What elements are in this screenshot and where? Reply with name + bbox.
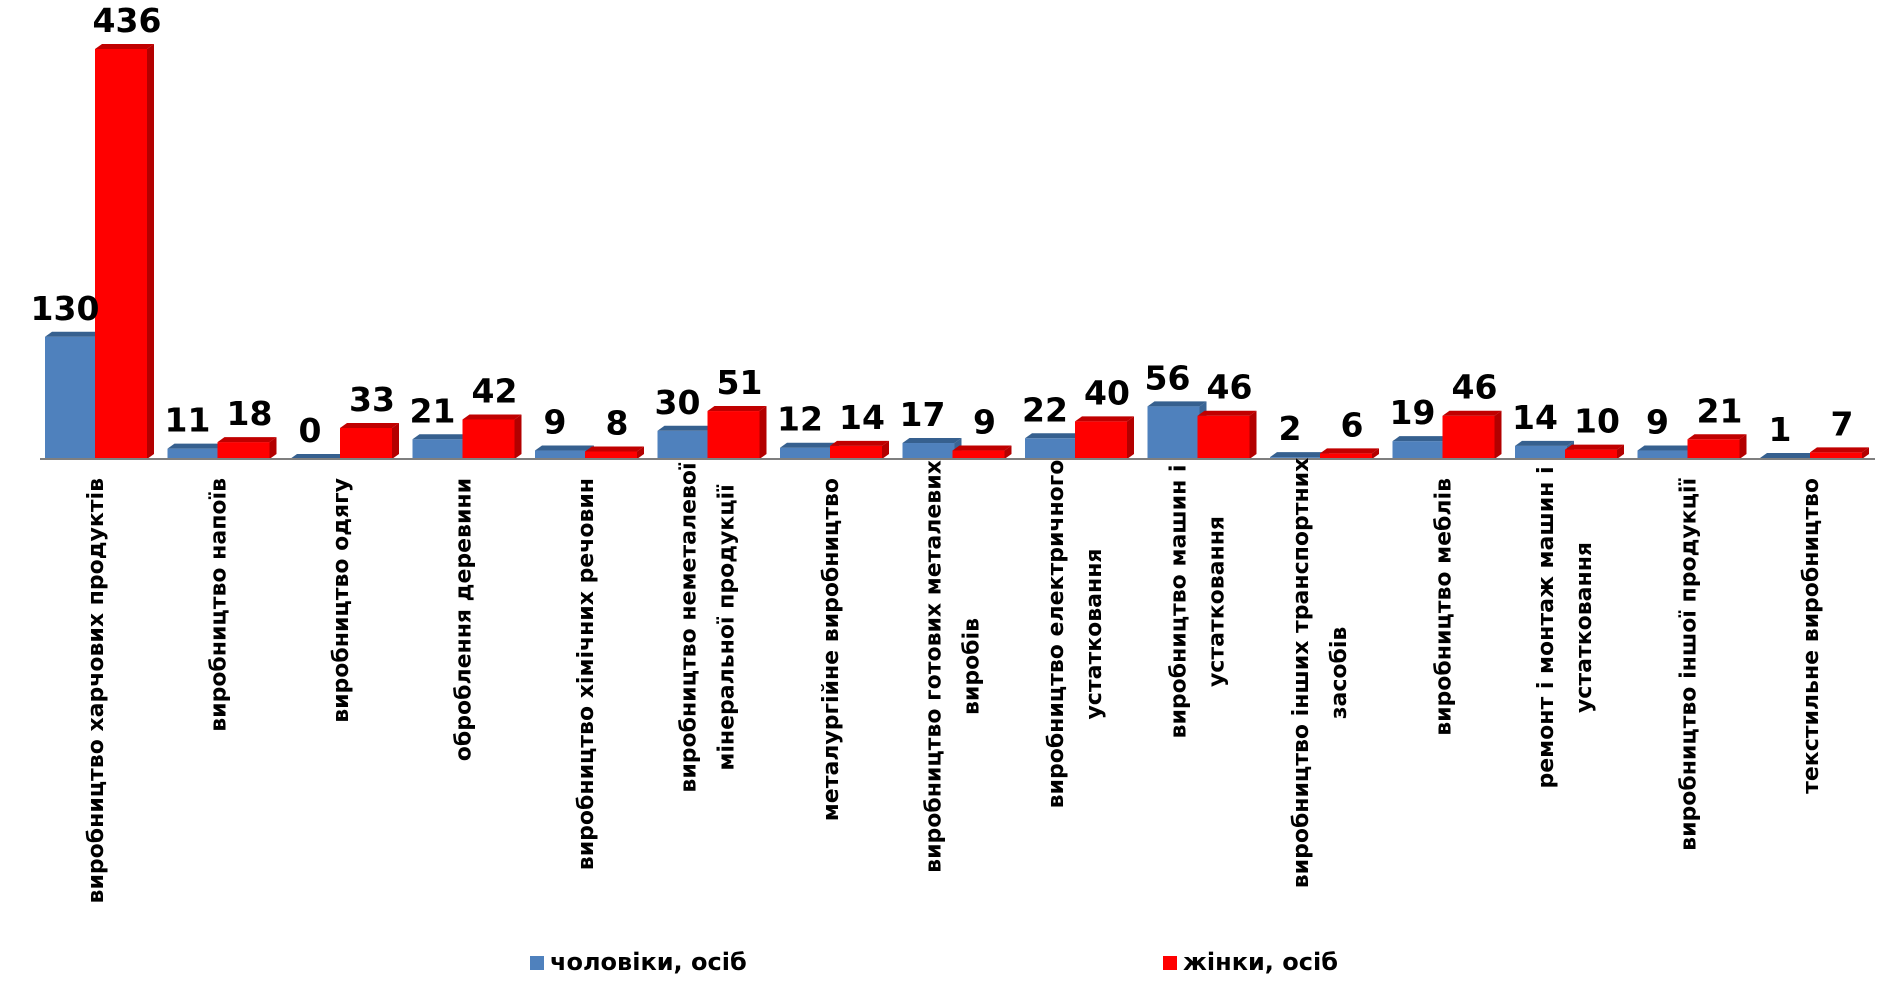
value-label-men-8: 22 — [1022, 390, 1068, 429]
value-label-men-10: 2 — [1279, 409, 1302, 448]
value-label-men-14: 1 — [1769, 410, 1792, 449]
value-label-women-14: 7 — [1831, 404, 1854, 443]
value-label-women-10: 6 — [1341, 405, 1364, 444]
category-label-5: виробництво неметалевої мінеральної проду… — [677, 462, 740, 793]
value-label-women-6: 14 — [839, 398, 885, 437]
bar-men-2 — [290, 454, 349, 459]
value-label-men-9: 56 — [1145, 358, 1191, 397]
bar-women-10 — [1320, 448, 1379, 459]
bar-women-5 — [707, 406, 767, 459]
category-label-8: виробництво електричного устатковання — [1044, 460, 1107, 809]
legend-swatch-women — [1163, 956, 1177, 970]
category-label-2: виробництво одягу — [329, 478, 354, 723]
category-label-14: текстильне виробництво — [1799, 478, 1824, 794]
legend-label-men: чоловіки, осіб — [550, 948, 747, 976]
value-label-men-4: 9 — [544, 403, 567, 442]
bar-women-4 — [585, 446, 644, 459]
value-label-women-1: 18 — [227, 394, 273, 433]
bar-women-0 — [95, 44, 154, 459]
bar-women-13 — [1687, 434, 1747, 459]
bar-women-11 — [1442, 410, 1502, 459]
value-label-women-13: 21 — [1697, 391, 1743, 430]
value-label-women-9: 46 — [1207, 368, 1253, 407]
category-label-3: оброблення деревини — [452, 478, 477, 761]
category-label-6: металургійне виробництво — [819, 478, 844, 821]
value-label-men-0: 130 — [31, 289, 100, 328]
value-label-men-3: 21 — [410, 391, 456, 430]
value-label-men-13: 9 — [1646, 403, 1669, 442]
value-label-men-1: 11 — [165, 401, 211, 440]
bars-layer — [45, 44, 1869, 459]
value-label-women-4: 8 — [606, 403, 629, 442]
value-label-women-7: 9 — [973, 403, 996, 442]
category-label-1: виробництво напоїв — [207, 478, 232, 732]
bar-men-7 — [902, 438, 962, 459]
value-label-women-2: 33 — [349, 380, 395, 419]
value-label-men-7: 17 — [900, 395, 946, 434]
category-label-7: виробництво готових металевих виробів — [922, 460, 985, 873]
value-label-men-6: 12 — [777, 400, 823, 439]
category-label-11: виробництво меблів — [1432, 478, 1457, 736]
category-label-0: виробництво харчових продуктів — [84, 478, 109, 903]
bar-women-8 — [1075, 416, 1134, 459]
value-label-women-0: 436 — [93, 1, 162, 40]
bar-men-11 — [1392, 436, 1452, 459]
value-label-women-12: 10 — [1574, 402, 1620, 441]
category-label-13: виробництво іншої продукції — [1677, 478, 1702, 851]
value-label-women-5: 51 — [717, 363, 763, 402]
value-label-men-2: 0 — [299, 411, 322, 450]
bar-women-9 — [1197, 410, 1257, 459]
value-label-women-11: 46 — [1452, 368, 1498, 407]
category-labels-layer: виробництво харчових продуктів виробництв… — [84, 458, 1824, 904]
category-label-10: виробництво інших транспортних засобів — [1289, 458, 1352, 889]
value-label-men-12: 14 — [1512, 398, 1558, 437]
bar-women-12 — [1565, 444, 1624, 459]
value-label-women-8: 40 — [1084, 373, 1130, 412]
category-label-4: виробництво хімічних речовин — [574, 478, 599, 870]
value-label-men-11: 19 — [1390, 393, 1436, 432]
category-label-12: ремонт і монтаж машин і устатковання — [1534, 466, 1597, 788]
bar-women-1 — [217, 437, 277, 459]
legend-label-women: жінки, осіб — [1183, 948, 1338, 976]
legend: чоловіки, осіб жінки, осіб — [530, 948, 1338, 976]
category-label-9: виробництво машин і устатковання — [1167, 465, 1230, 739]
bar-women-2 — [340, 422, 399, 459]
legend-swatch-men — [530, 956, 544, 970]
bar-women-14 — [1810, 447, 1869, 459]
bar-women-3 — [462, 414, 522, 459]
bar-women-7 — [952, 445, 1012, 459]
value-label-men-5: 30 — [655, 383, 701, 422]
bar-women-6 — [830, 440, 889, 459]
value-label-women-3: 42 — [472, 372, 518, 411]
